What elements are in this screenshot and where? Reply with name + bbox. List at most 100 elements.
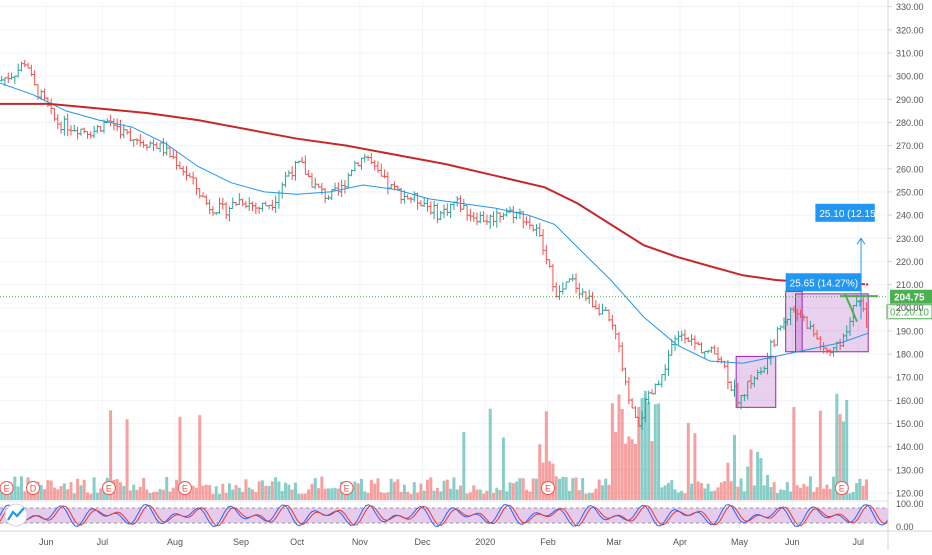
volume-bar	[383, 492, 387, 500]
moving-averages	[0, 82, 869, 364]
volume-bar	[386, 492, 390, 500]
volume-bar	[534, 478, 538, 500]
grid-lines	[0, 2, 888, 528]
volume-bar	[356, 483, 360, 500]
volume-bar	[792, 407, 796, 500]
volume-bar	[488, 408, 492, 500]
volume-bar	[604, 478, 608, 500]
volume-bar	[409, 493, 413, 500]
volume-bar	[13, 476, 17, 500]
volume-bar	[237, 487, 241, 500]
volume-bar	[531, 478, 535, 500]
volume-bar	[165, 476, 169, 500]
volume-bar	[359, 478, 363, 500]
volume-bar	[379, 492, 383, 500]
earnings-marker	[339, 481, 354, 495]
volume-bar	[59, 486, 63, 500]
price-tick-label: 170.00	[896, 373, 924, 383]
price-tick-label: 140.00	[896, 442, 924, 452]
price-tick-label: 190.00	[896, 326, 924, 336]
earnings-marker	[0, 481, 14, 495]
volume-bar	[647, 401, 651, 500]
volume-bar	[653, 404, 657, 500]
volume-bar	[115, 479, 119, 500]
volume-bar	[221, 483, 225, 500]
volume-bar	[257, 481, 261, 500]
volume-bar	[455, 489, 459, 500]
volume-bar	[772, 482, 776, 500]
volume-bar	[492, 492, 496, 500]
earnings-marker-label: E	[182, 484, 188, 494]
volume-bar	[501, 437, 505, 500]
volume-bar	[703, 488, 707, 500]
measure-diagonal	[844, 293, 858, 323]
volume-bar	[769, 487, 773, 500]
volume-bar	[214, 486, 218, 500]
volume-bar	[630, 439, 634, 500]
volume-bar	[366, 492, 370, 500]
countdown-tag	[886, 304, 932, 320]
volume-bar	[538, 444, 542, 500]
volume-bar	[736, 486, 740, 500]
time-axis[interactable]: Jun Jul Aug Sep Oct Nov Dec 2020 Feb Mar Apr May Jun…	[0, 530, 932, 547]
volume-bar	[617, 394, 621, 500]
volume-bar	[118, 482, 122, 500]
measure-tools[interactable]: 25.65 (14.27%) 513 25.10 (12.15%) 56	[785, 203, 902, 323]
logo-mark	[7, 507, 25, 521]
price-axis[interactable]: 120.00 130.00 140.00 150.00 160.00 170.00 180.…	[887, 0, 924, 550]
volume-bar	[690, 483, 694, 500]
volume-bar	[399, 491, 403, 500]
volume-bar	[723, 481, 727, 500]
volume-bar	[363, 491, 367, 500]
volume-bar	[660, 487, 664, 500]
volume-bar	[416, 492, 420, 500]
volume-bar	[472, 485, 476, 500]
price-tick-label: 160.00	[896, 396, 924, 406]
price-tick-label: 250.00	[896, 187, 924, 197]
volume-bar	[832, 476, 836, 500]
volume-bar	[287, 484, 291, 500]
volume-bar	[56, 489, 60, 500]
volume-bar	[211, 493, 215, 500]
volume-bar	[76, 478, 80, 500]
volume-bar	[739, 478, 743, 500]
volume-bar	[818, 410, 822, 500]
volume-bar	[201, 485, 205, 500]
volume-bar	[508, 482, 512, 500]
volume-bar	[138, 486, 142, 500]
sma-long-line	[0, 102, 869, 286]
volume-bar	[376, 478, 380, 500]
stochastic-panel[interactable]: 100.00 0.00	[0, 499, 924, 532]
volume-bar	[584, 493, 588, 500]
volume-bar	[389, 478, 393, 500]
volume-bar	[706, 483, 710, 500]
volume-bar	[122, 486, 126, 500]
volume-bar	[835, 393, 839, 500]
volume-bar	[300, 493, 304, 500]
volume-bar	[429, 477, 433, 500]
volume-bar	[782, 489, 786, 500]
earnings-marker-label: E	[4, 484, 10, 494]
tradingview-logo-icon[interactable]	[4, 503, 28, 527]
volume-bar	[564, 477, 568, 500]
volume-bar	[865, 479, 869, 500]
volume-bar	[241, 491, 245, 500]
volume-bar	[52, 487, 56, 500]
volume-bar	[610, 403, 614, 500]
pattern-box	[795, 293, 869, 353]
volume-bar	[280, 490, 284, 500]
measure-label: 25.65 (14.27%) 513	[790, 278, 878, 289]
time-tick-label: Oct	[290, 537, 305, 547]
volume-bar	[72, 493, 76, 500]
time-tick-label: Jun	[785, 537, 800, 547]
volume-bar	[822, 488, 826, 500]
volume-bar	[515, 481, 519, 500]
volume-bar	[558, 478, 562, 500]
volume-bar	[49, 480, 53, 500]
volume-bar	[330, 488, 334, 500]
volume-bar	[317, 488, 321, 500]
pattern-boxes[interactable]	[735, 291, 869, 408]
